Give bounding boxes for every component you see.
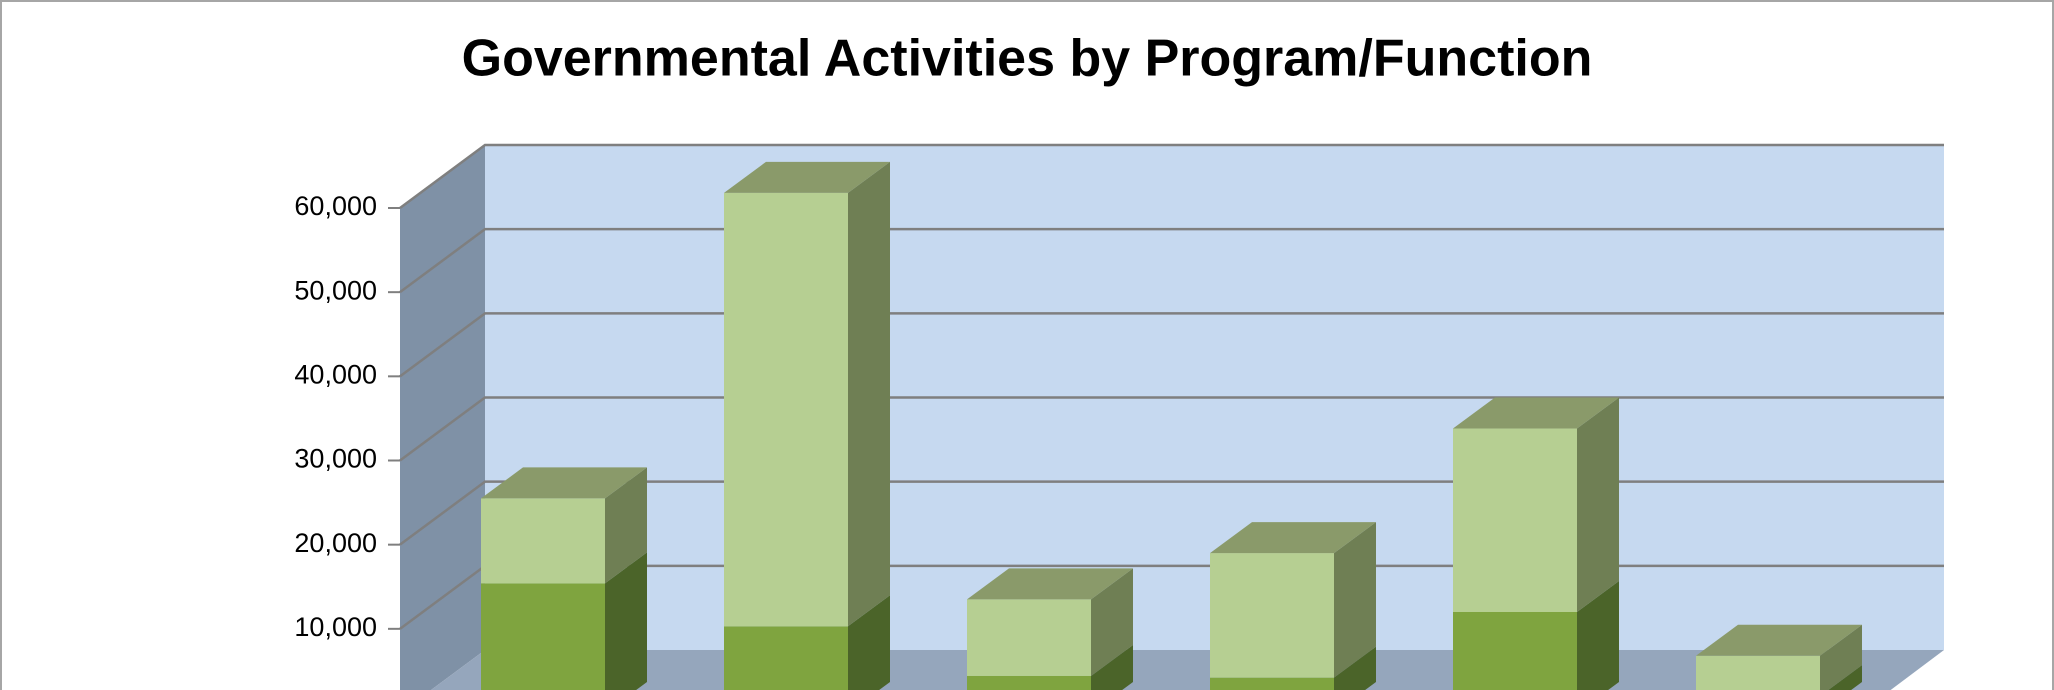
bar-front xyxy=(1696,655,1820,690)
bar-top xyxy=(1210,522,1376,554)
bar-side xyxy=(1820,624,1862,690)
bar-top xyxy=(1453,397,1619,429)
bar-side xyxy=(1577,581,1619,690)
y-tick-label: 50,000 xyxy=(294,275,377,305)
bar-front xyxy=(1210,677,1334,690)
bar-side xyxy=(605,467,647,584)
bar-side xyxy=(848,595,890,690)
bar-side xyxy=(1091,568,1133,676)
bar-front xyxy=(724,192,848,627)
bar-side xyxy=(1334,522,1376,678)
grid-line xyxy=(399,312,1944,378)
chart-title: Governmental Activities by Program/Funct… xyxy=(462,30,1593,88)
y-tick-label: 20,000 xyxy=(294,528,377,558)
grid-line xyxy=(399,227,1944,294)
bar-front xyxy=(724,626,848,690)
bar-top xyxy=(1696,624,1862,656)
bar-front xyxy=(967,675,1091,690)
bar-top xyxy=(724,161,890,193)
bar-side xyxy=(848,161,890,627)
bar-front xyxy=(967,599,1091,676)
grid-line xyxy=(399,143,1944,210)
bar-top xyxy=(967,568,1133,600)
bar-side xyxy=(605,552,647,690)
bar-side xyxy=(1828,665,1862,690)
y-tick-label: 60,000 xyxy=(294,191,377,221)
bar-front xyxy=(1453,612,1577,690)
bar-side xyxy=(1334,646,1376,690)
bar-front xyxy=(481,583,605,690)
y-tick-label: 10,000 xyxy=(294,612,377,642)
bar-front xyxy=(1453,428,1577,612)
y-tick-label: 30,000 xyxy=(294,444,377,474)
bar-side xyxy=(1577,397,1619,612)
side-wall xyxy=(400,145,485,690)
bar-front xyxy=(1210,553,1334,678)
bar-side xyxy=(1091,644,1133,690)
grid-line xyxy=(399,396,1944,462)
bar-front xyxy=(481,498,605,584)
bar-top xyxy=(481,467,647,499)
y-tick-label: 40,000 xyxy=(294,359,377,389)
